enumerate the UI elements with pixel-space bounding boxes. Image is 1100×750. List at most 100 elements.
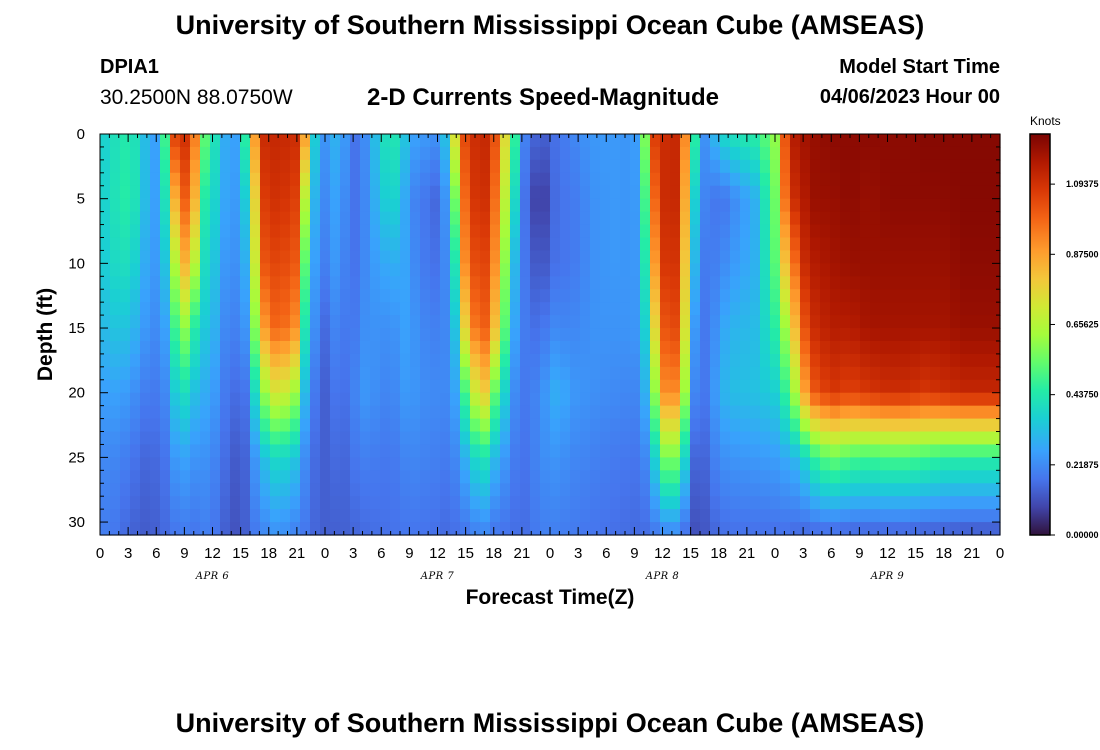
heatmap-cell (290, 457, 301, 471)
heatmap-cell (980, 444, 991, 458)
heatmap-cell (190, 392, 201, 407)
heatmap-cell (930, 431, 941, 446)
heatmap-cell (380, 211, 391, 226)
heatmap-cell (630, 172, 641, 187)
heatmap-cell (120, 392, 131, 407)
heatmap-cell (470, 159, 481, 174)
heatmap-cell (160, 353, 171, 368)
heatmap-cell (530, 522, 541, 536)
heatmap-cell (750, 457, 761, 471)
heatmap-cell (980, 224, 991, 239)
heatmap-cell (360, 444, 371, 458)
heatmap-cell (650, 237, 661, 252)
heatmap-cell (100, 289, 111, 303)
heatmap-cell (210, 134, 221, 148)
heatmap-cell (910, 185, 921, 200)
heatmap-cell (330, 431, 341, 446)
heatmap-cell (670, 340, 681, 355)
heatmap-cell (650, 470, 661, 484)
heatmap-cell (920, 159, 931, 174)
heatmap-cell (520, 134, 531, 148)
heatmap-cell (730, 134, 741, 148)
heatmap-cell (370, 146, 381, 161)
heatmap-cell (540, 224, 551, 239)
heatmap-cell (290, 340, 301, 355)
heatmap-cell (940, 328, 951, 342)
heatmap-cell (920, 328, 931, 342)
heatmap-cell (920, 457, 931, 471)
heatmap-cell (860, 302, 871, 316)
heatmap-cell (310, 185, 321, 200)
heatmap-cell (840, 366, 851, 381)
heatmap-cell (380, 185, 391, 200)
heatmap-cell (990, 146, 1001, 161)
heatmap-cell (500, 392, 511, 407)
heatmap-cell (920, 302, 931, 316)
heatmap-cell (520, 496, 531, 510)
heatmap-cell (620, 522, 631, 536)
heatmap-cell (400, 431, 411, 446)
heatmap-cell (420, 431, 431, 446)
heatmap-cell (660, 340, 671, 355)
heatmap-cell (420, 405, 431, 420)
heatmap-cell (990, 457, 1001, 471)
heatmap-cell (420, 483, 431, 497)
heatmap-cell (140, 509, 151, 523)
heatmap-cell (300, 340, 311, 355)
heatmap-cell (880, 340, 891, 355)
heatmap-cell (790, 392, 801, 407)
heatmap-cell (760, 185, 771, 200)
heatmap-cell (450, 509, 461, 523)
heatmap-cell (710, 211, 721, 226)
heatmap-cell (680, 366, 691, 381)
heatmap-cell (190, 340, 201, 355)
heatmap-cell (810, 289, 821, 303)
heatmap-cell (720, 405, 731, 420)
heatmap-cell (210, 263, 221, 277)
heatmap-cell (730, 444, 741, 458)
heatmap-cell (140, 289, 151, 303)
heatmap-cell (780, 134, 791, 148)
heatmap-cell (530, 276, 541, 290)
heatmap-cell (840, 392, 851, 407)
heatmap-cell (630, 483, 641, 497)
heatmap-cell (200, 134, 211, 148)
heatmap-cell (130, 276, 141, 290)
heatmap-cell (300, 224, 311, 239)
heatmap-cell (490, 392, 501, 407)
heatmap-cell (990, 159, 1001, 174)
heatmap-cell (630, 340, 641, 355)
heatmap-cell (880, 405, 891, 420)
heatmap-cell (890, 522, 901, 536)
heatmap-cell (340, 379, 351, 394)
heatmap-cell (220, 263, 231, 277)
heatmap-cell (940, 224, 951, 239)
heatmap-cell (830, 263, 841, 277)
heatmap-cell (900, 418, 911, 433)
heatmap-cell (300, 509, 311, 523)
heatmap-cell (170, 237, 181, 252)
heatmap-cell (890, 302, 901, 316)
heatmap-cell (230, 146, 241, 161)
y-tick-label: 20 (68, 385, 85, 402)
heatmap-cell (150, 146, 161, 161)
heatmap-cell (870, 444, 881, 458)
heatmap-cell (270, 366, 281, 381)
heatmap-cell (750, 224, 761, 239)
heatmap-cell (400, 444, 411, 458)
heatmap-cell (500, 328, 511, 342)
heatmap-cell (140, 431, 151, 446)
heatmap-cell (830, 483, 841, 497)
heatmap-cell (300, 276, 311, 290)
heatmap-cell (130, 302, 141, 316)
heatmap-cell (410, 134, 421, 148)
heatmap-cell (440, 185, 451, 200)
heatmap-cell (520, 276, 531, 290)
heatmap-cell (320, 315, 331, 329)
heatmap-cell (690, 224, 701, 239)
heatmap-cell (430, 172, 441, 187)
heatmap-cell (850, 418, 861, 433)
heatmap-cell (550, 146, 561, 161)
heatmap-cell (280, 405, 291, 420)
heatmap-cell (810, 418, 821, 433)
